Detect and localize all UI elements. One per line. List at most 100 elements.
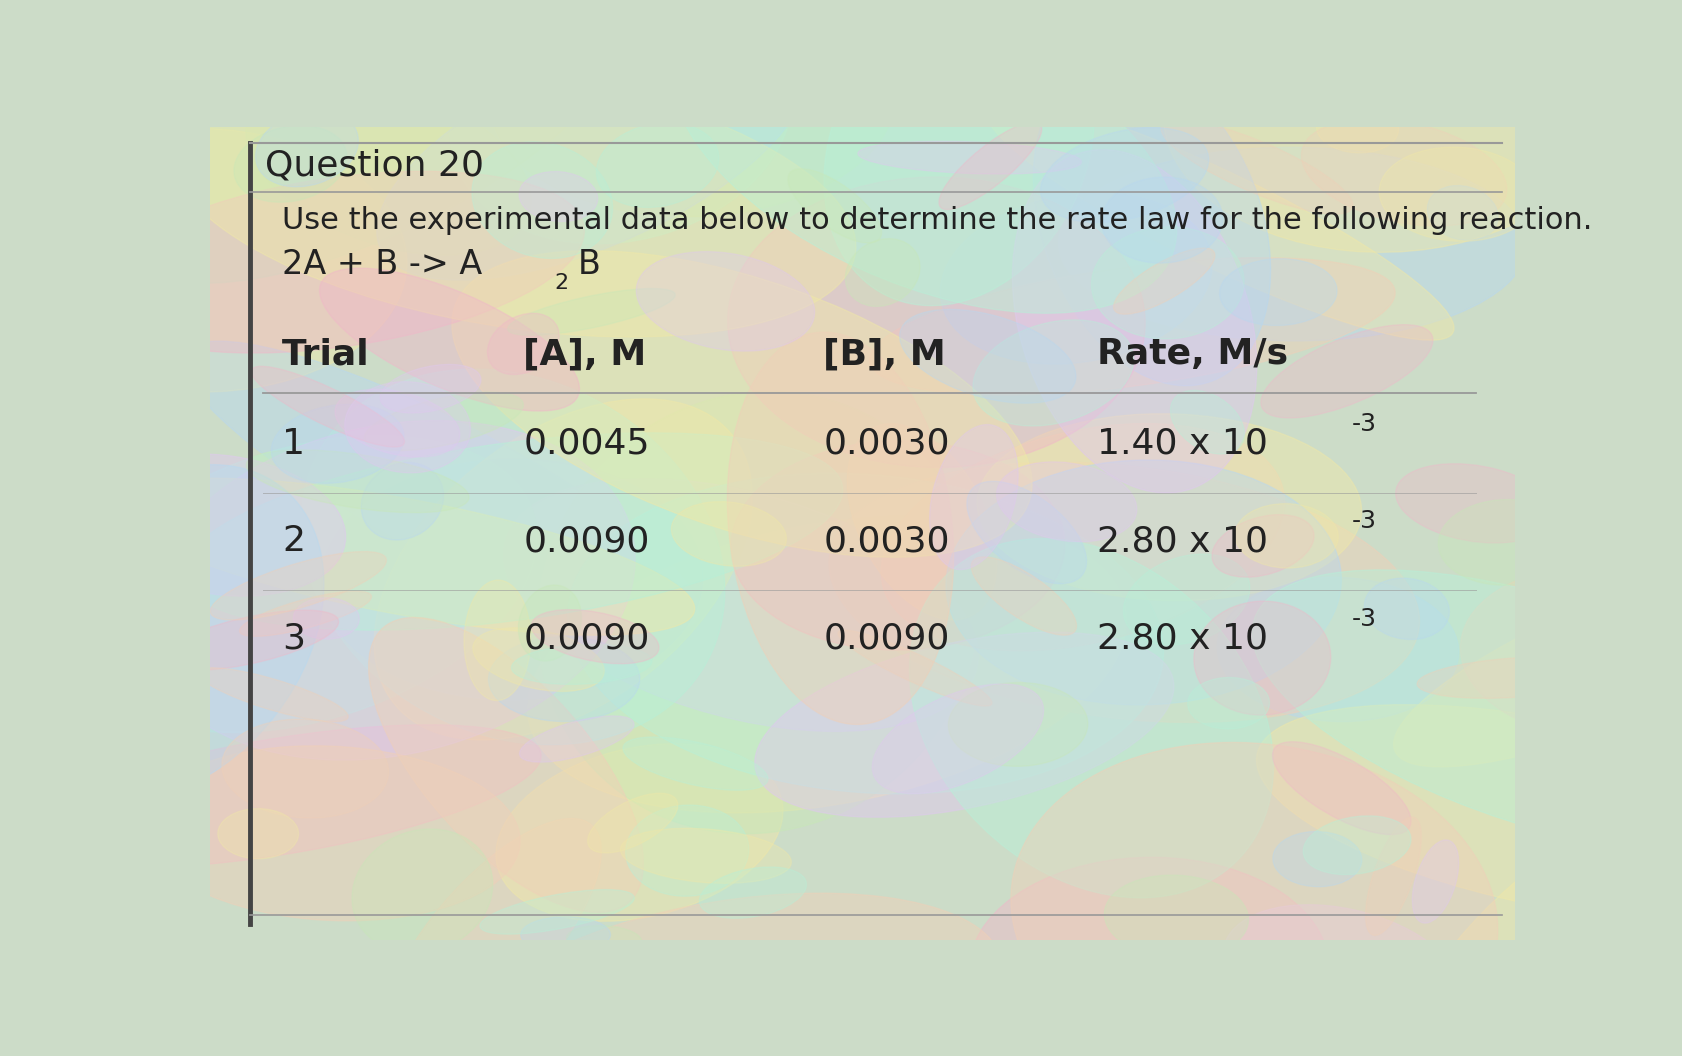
Ellipse shape <box>908 539 1273 898</box>
Ellipse shape <box>972 320 1134 426</box>
Ellipse shape <box>511 644 651 684</box>
Ellipse shape <box>626 805 748 897</box>
Ellipse shape <box>380 364 481 413</box>
Text: 0.0030: 0.0030 <box>822 525 949 559</box>
Ellipse shape <box>362 463 444 540</box>
Ellipse shape <box>72 436 537 733</box>
Ellipse shape <box>113 478 695 636</box>
Text: Trial: Trial <box>283 338 370 372</box>
Ellipse shape <box>301 370 725 744</box>
Ellipse shape <box>182 433 843 630</box>
Ellipse shape <box>1438 499 1573 585</box>
Ellipse shape <box>246 78 532 254</box>
Ellipse shape <box>383 818 600 1055</box>
Text: 2: 2 <box>555 272 569 293</box>
Ellipse shape <box>969 857 1327 1056</box>
Ellipse shape <box>671 502 785 566</box>
Text: -3: -3 <box>1351 509 1376 533</box>
Ellipse shape <box>1364 817 1421 936</box>
Ellipse shape <box>520 716 634 762</box>
Ellipse shape <box>1169 391 1243 454</box>
Ellipse shape <box>1058 147 1526 341</box>
Ellipse shape <box>1221 905 1465 1051</box>
Ellipse shape <box>119 0 627 283</box>
Ellipse shape <box>363 392 523 451</box>
Ellipse shape <box>587 793 678 853</box>
Ellipse shape <box>537 392 979 833</box>
Ellipse shape <box>1013 150 1256 493</box>
Ellipse shape <box>824 0 1093 305</box>
Ellipse shape <box>595 122 718 207</box>
Ellipse shape <box>464 580 530 700</box>
Ellipse shape <box>468 893 1001 1056</box>
Ellipse shape <box>671 0 1176 314</box>
Ellipse shape <box>939 121 1041 209</box>
Ellipse shape <box>940 193 1211 364</box>
Ellipse shape <box>20 724 542 868</box>
Ellipse shape <box>1394 464 1552 543</box>
Ellipse shape <box>1378 147 1536 241</box>
Ellipse shape <box>373 399 752 740</box>
Ellipse shape <box>1371 835 1638 1056</box>
Ellipse shape <box>239 591 372 637</box>
Ellipse shape <box>234 126 346 203</box>
Ellipse shape <box>636 251 814 351</box>
Ellipse shape <box>971 557 1076 636</box>
Ellipse shape <box>508 288 674 336</box>
Text: 0.0030: 0.0030 <box>822 427 949 460</box>
Ellipse shape <box>222 719 389 818</box>
Ellipse shape <box>829 463 1418 722</box>
Ellipse shape <box>1211 514 1314 578</box>
Ellipse shape <box>377 27 807 280</box>
Text: 2.80 x 10: 2.80 x 10 <box>1097 622 1268 656</box>
Text: 0.0090: 0.0090 <box>523 622 649 656</box>
Ellipse shape <box>99 454 345 597</box>
Ellipse shape <box>871 684 1043 794</box>
Ellipse shape <box>1235 504 1337 568</box>
Ellipse shape <box>141 746 520 921</box>
Ellipse shape <box>143 420 634 760</box>
Ellipse shape <box>503 478 977 732</box>
Ellipse shape <box>1216 578 1458 721</box>
Ellipse shape <box>345 381 471 473</box>
Ellipse shape <box>622 737 767 790</box>
Ellipse shape <box>271 404 404 484</box>
Text: 0.0090: 0.0090 <box>523 525 649 559</box>
Ellipse shape <box>1315 103 1398 153</box>
Ellipse shape <box>1411 840 1458 923</box>
Ellipse shape <box>0 128 407 392</box>
Ellipse shape <box>567 925 641 955</box>
Ellipse shape <box>182 341 698 630</box>
Ellipse shape <box>567 473 1162 794</box>
Ellipse shape <box>471 142 612 259</box>
Ellipse shape <box>1251 570 1682 855</box>
Ellipse shape <box>754 633 1172 817</box>
Ellipse shape <box>1393 547 1682 767</box>
Ellipse shape <box>1272 831 1361 887</box>
Ellipse shape <box>518 585 580 661</box>
Ellipse shape <box>900 309 1075 403</box>
Ellipse shape <box>1219 259 1336 325</box>
Text: 1: 1 <box>283 427 304 460</box>
Ellipse shape <box>1300 119 1505 226</box>
Ellipse shape <box>93 171 584 353</box>
Ellipse shape <box>1416 657 1611 698</box>
Ellipse shape <box>1426 186 1497 241</box>
Ellipse shape <box>320 268 579 411</box>
Ellipse shape <box>700 867 806 919</box>
Ellipse shape <box>1272 741 1410 834</box>
Ellipse shape <box>518 171 597 222</box>
Ellipse shape <box>0 570 207 889</box>
Ellipse shape <box>256 110 358 187</box>
Ellipse shape <box>1103 875 1248 959</box>
Ellipse shape <box>368 618 643 912</box>
Ellipse shape <box>1256 704 1682 922</box>
Ellipse shape <box>1011 742 1497 1056</box>
Ellipse shape <box>246 450 469 512</box>
Ellipse shape <box>520 917 611 953</box>
Ellipse shape <box>321 459 703 699</box>
Text: Question 20: Question 20 <box>266 149 484 183</box>
Ellipse shape <box>1039 128 1208 223</box>
Text: 2.80 x 10: 2.80 x 10 <box>1097 525 1268 559</box>
Ellipse shape <box>1092 227 1243 339</box>
